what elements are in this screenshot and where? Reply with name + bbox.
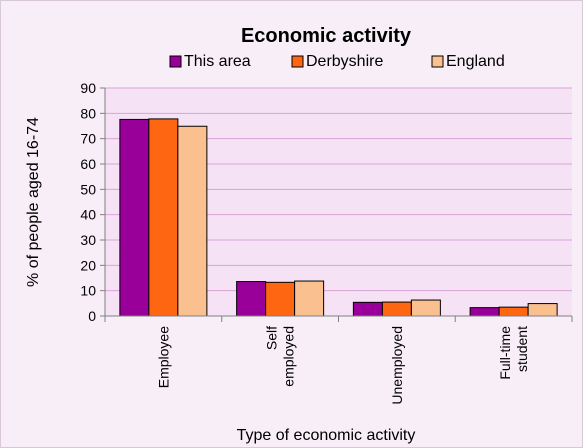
y-tick-label: 80 — [80, 105, 96, 121]
legend: This area Derbyshire England — [169, 53, 505, 70]
legend-label: England — [446, 53, 505, 70]
y-tick-label: 40 — [80, 207, 96, 223]
x-category-labels: Employee Self employed Unemployed Full-time s… — [155, 326, 530, 405]
bar-england — [294, 280, 325, 317]
legend-swatch — [291, 55, 304, 68]
legend-item: England — [431, 53, 505, 70]
bar-england — [410, 299, 441, 317]
bar-this-area — [119, 118, 150, 317]
y-tick-label: 0 — [88, 308, 96, 324]
bar-england — [177, 125, 208, 317]
x-category-label: Self employed — [264, 326, 297, 387]
x-category-label-line: student — [514, 326, 530, 372]
x-category-label: Employee — [155, 326, 171, 388]
y-tick-label: 20 — [80, 257, 96, 273]
x-category-label: Full-time student — [497, 326, 530, 380]
y-tick-label: 70 — [80, 131, 96, 147]
legend-item: Derbyshire — [291, 53, 383, 70]
legend-swatch — [169, 55, 182, 68]
y-tick-labels: 0 10 20 30 40 50 60 70 80 90 — [80, 80, 96, 324]
legend-label: Derbyshire — [306, 53, 383, 70]
y-axis-title: % of people aged 16-74 — [25, 117, 42, 287]
y-tick-label: 90 — [80, 80, 96, 96]
legend-label: This area — [184, 53, 251, 70]
y-tick-label: 60 — [80, 156, 96, 172]
bar-this-area — [236, 281, 267, 317]
x-axis-title: Type of economic activity — [237, 427, 416, 444]
x-category-label-line: Employee — [155, 326, 171, 388]
bar-derbyshire — [498, 306, 529, 317]
x-category-label-line: Self — [264, 326, 280, 350]
bar-derbyshire — [381, 301, 412, 317]
x-category-label-line: employed — [281, 326, 297, 387]
y-tick-label: 30 — [80, 232, 96, 248]
axes — [100, 87, 573, 322]
bar-derbyshire — [148, 118, 179, 317]
legend-item: This area — [169, 53, 251, 70]
bar-this-area — [352, 301, 383, 317]
bar-england — [527, 303, 558, 317]
y-tick-label: 10 — [80, 283, 96, 299]
bar-this-area — [469, 307, 500, 317]
x-category-label: Unemployed — [389, 326, 405, 405]
bars — [119, 118, 558, 317]
x-category-label-line: Unemployed — [389, 326, 405, 405]
bar-derbyshire — [265, 281, 296, 317]
x-category-label-line: Full-time — [497, 326, 513, 380]
chart-title: Economic activity — [241, 25, 412, 47]
legend-swatch — [431, 55, 444, 68]
y-tick-label: 50 — [80, 181, 96, 197]
